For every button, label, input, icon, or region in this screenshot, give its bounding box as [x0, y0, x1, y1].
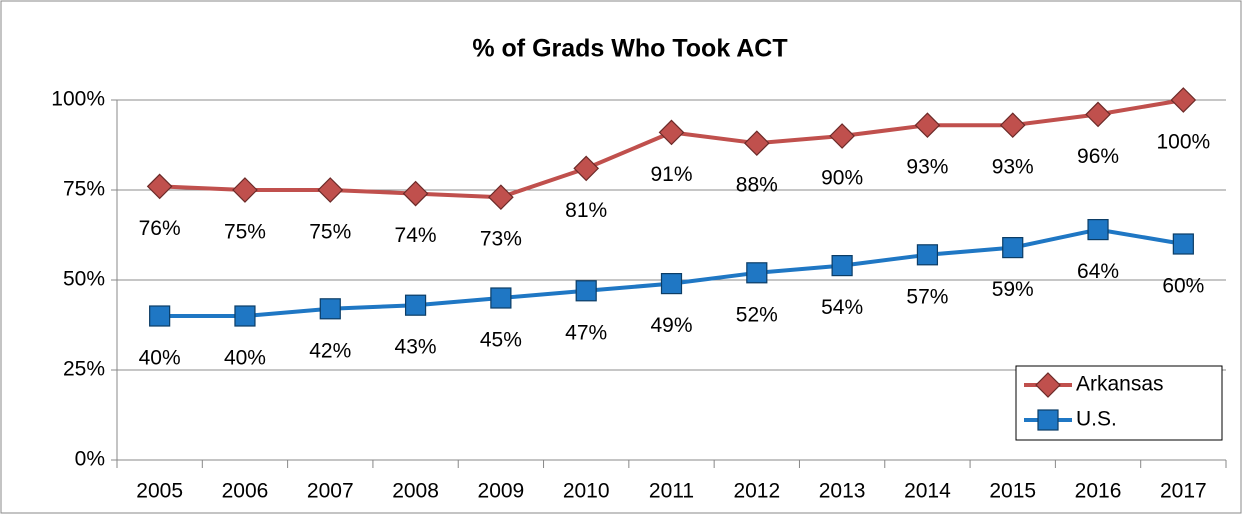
x-tick-label: 2013	[819, 480, 866, 503]
y-tick-label: 25%	[63, 358, 105, 381]
square-marker	[1037, 409, 1059, 431]
x-tick-label: 2007	[307, 480, 354, 503]
data-label: 100%	[1156, 131, 1210, 154]
diamond-marker	[232, 177, 258, 203]
square-marker	[404, 294, 427, 316]
x-tick-label: 2008	[392, 480, 439, 503]
diamond-marker	[914, 112, 941, 139]
square-marker	[149, 305, 171, 327]
data-label: 64%	[1077, 260, 1119, 283]
x-tick-label: 2006	[222, 480, 269, 503]
data-label: 47%	[565, 321, 607, 344]
data-label: 91%	[650, 163, 692, 186]
y-tick-label: 100%	[51, 88, 105, 111]
legend-label: Arkansas	[1076, 373, 1164, 396]
data-label: 75%	[309, 221, 351, 244]
diamond-marker	[1085, 101, 1111, 128]
data-label: 73%	[480, 228, 522, 251]
diamond-marker	[1035, 372, 1061, 398]
diamond-marker	[317, 177, 344, 203]
chart-title: % of Grads Who Took ACT	[472, 35, 787, 63]
data-label: 93%	[992, 156, 1034, 179]
data-label: 74%	[395, 224, 437, 247]
x-tick-label: 2010	[563, 480, 610, 503]
square-marker	[660, 273, 683, 295]
data-label: 76%	[139, 217, 181, 240]
legend-label: U.S.	[1076, 408, 1117, 431]
diamond-marker	[999, 112, 1026, 139]
x-tick-label: 2016	[1075, 480, 1122, 503]
data-label: 45%	[480, 329, 522, 352]
diamond-marker	[1170, 87, 1197, 113]
diamond-marker	[829, 123, 855, 149]
data-label: 88%	[736, 174, 778, 197]
square-marker	[575, 280, 597, 302]
data-label: 49%	[650, 314, 692, 337]
diamond-marker	[658, 119, 685, 146]
y-tick-label: 50%	[63, 268, 105, 291]
square-marker	[916, 244, 939, 266]
data-label: 40%	[224, 347, 266, 370]
data-label: 96%	[1077, 145, 1119, 168]
diamond-marker	[488, 184, 514, 211]
diamond-marker	[146, 173, 173, 200]
x-tick-label: 2011	[649, 480, 694, 503]
data-label: 57%	[906, 285, 948, 308]
data-label: 93%	[906, 156, 948, 179]
square-marker	[831, 255, 853, 277]
data-label: 54%	[821, 296, 863, 319]
y-tick-label: 0%	[75, 448, 105, 471]
diamond-marker	[743, 130, 770, 157]
diamond-marker	[573, 155, 600, 182]
data-label: 42%	[309, 339, 351, 362]
data-label: 60%	[1162, 275, 1204, 298]
square-marker	[490, 287, 512, 309]
diamond-marker	[402, 180, 429, 207]
data-label: 81%	[565, 199, 607, 222]
square-marker	[1172, 233, 1194, 255]
data-label: 59%	[992, 278, 1034, 301]
square-marker	[1087, 219, 1109, 241]
square-marker	[319, 298, 341, 320]
data-label: 40%	[139, 347, 181, 370]
square-marker	[1002, 237, 1024, 259]
data-label: 75%	[224, 221, 266, 244]
y-tick-label: 75%	[63, 178, 105, 201]
x-tick-label: 2009	[478, 480, 525, 503]
x-tick-label: 2005	[136, 480, 183, 503]
data-label: 52%	[736, 303, 778, 326]
x-tick-label: 2015	[989, 480, 1036, 503]
square-marker	[746, 262, 768, 284]
square-marker	[234, 305, 256, 327]
x-tick-label: 2017	[1160, 480, 1207, 503]
x-tick-label: 2014	[904, 480, 951, 503]
data-label: 43%	[395, 336, 437, 359]
data-label: 90%	[821, 167, 863, 190]
x-tick-label: 2012	[733, 480, 780, 503]
